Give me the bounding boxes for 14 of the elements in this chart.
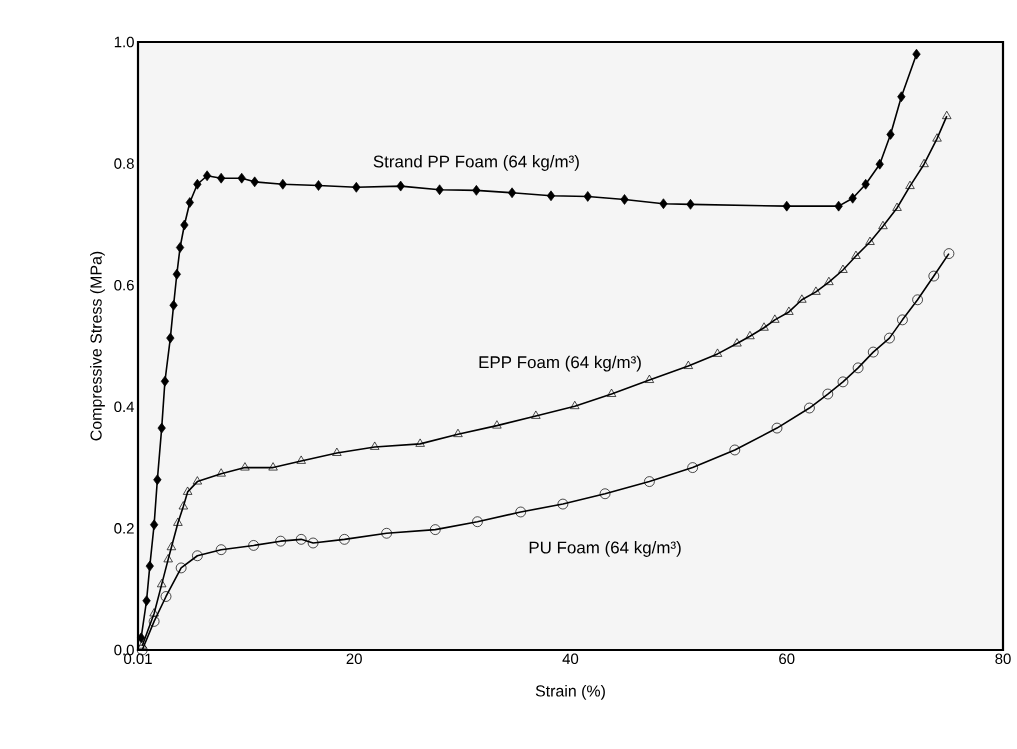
y-tick-label: 0.8	[114, 158, 134, 169]
series-label: PU Foam (64 kg/m³)	[529, 541, 681, 557]
x-axis-title: Strain (%)	[535, 684, 605, 700]
y-tick-label: 0.4	[114, 401, 135, 413]
x-tick-label: 60	[779, 653, 795, 665]
x-tick-label: 80	[995, 653, 1011, 665]
series-label: EPP Foam (64 kg/m³)	[479, 355, 641, 372]
y-tick-label: 0.6	[114, 279, 134, 291]
y-axis-title: Compressive Stress (MPa)	[90, 251, 105, 441]
y-tick-label: 0.2	[114, 523, 134, 534]
x-tick-label: 40	[562, 653, 579, 665]
x-tick-label: 20	[346, 653, 362, 665]
series-label: Strand PP Foam (64 kg/m³)	[373, 155, 579, 171]
y-tick-label: 1.0	[114, 36, 134, 48]
